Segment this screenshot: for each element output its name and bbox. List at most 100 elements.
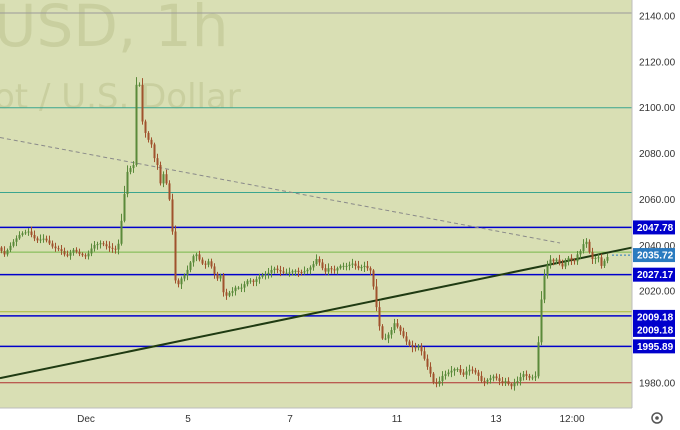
candle-body	[279, 270, 282, 272]
candle-body	[60, 249, 63, 251]
candle-body	[66, 254, 69, 256]
candle-body	[201, 259, 204, 264]
candle	[396, 318, 399, 329]
plot-area[interactable]	[0, 0, 632, 408]
settings-icon[interactable]	[651, 412, 663, 424]
candle	[201, 257, 204, 265]
candle	[9, 242, 12, 253]
candle	[543, 269, 546, 304]
dashed-trend-line	[0, 137, 561, 244]
time-tick-2: 7	[287, 414, 293, 425]
candle-body	[216, 273, 219, 279]
candle-body	[516, 381, 519, 383]
candle-body	[600, 257, 603, 266]
candle-body	[255, 279, 258, 282]
candle-body	[564, 261, 567, 267]
candle	[87, 250, 90, 260]
candle-body	[591, 252, 594, 260]
price-axis[interactable]	[632, 0, 680, 430]
candle-body	[456, 369, 459, 371]
candle-body	[300, 272, 303, 273]
candle	[357, 260, 360, 271]
candle-body	[546, 264, 549, 276]
candle	[522, 370, 525, 381]
candle	[258, 273, 261, 284]
candle	[24, 229, 27, 235]
time-axis[interactable]	[0, 408, 632, 430]
candle-body	[447, 372, 450, 375]
candle	[282, 267, 285, 275]
candle	[84, 253, 87, 260]
level-tag-2009.18-label: 2009.18	[637, 312, 674, 323]
candle-body	[498, 378, 501, 382]
candle-body	[408, 341, 411, 345]
time-tick-labels: Dec 5 7 11 13 12:00	[77, 414, 585, 425]
time-tick-1: 5	[185, 414, 191, 425]
candle	[318, 256, 321, 266]
candle	[177, 278, 180, 288]
candle	[240, 283, 243, 293]
candle-body	[159, 165, 162, 184]
candle-body	[84, 255, 87, 257]
candle-body	[333, 269, 336, 271]
candle-body	[147, 132, 150, 140]
candle	[54, 242, 57, 252]
candle	[285, 268, 288, 275]
candle	[42, 234, 45, 243]
candle	[228, 290, 231, 298]
candle-body	[165, 174, 168, 184]
candle	[474, 367, 477, 375]
candle-body	[567, 257, 570, 262]
candle-body	[54, 246, 57, 249]
candle-body	[552, 259, 555, 262]
candle-body	[576, 254, 579, 262]
candle	[351, 258, 354, 268]
candle	[291, 269, 294, 276]
candle-body	[186, 269, 189, 276]
level-tag-2047.78-label: 2047.78	[637, 223, 674, 234]
candle-body	[126, 171, 129, 195]
candle-body	[144, 121, 147, 133]
candle-body	[582, 244, 585, 251]
candle	[156, 153, 159, 170]
candle-body	[369, 268, 372, 271]
candle	[81, 252, 84, 257]
candle-body	[198, 254, 201, 260]
candle-body	[21, 233, 24, 235]
candle	[210, 258, 213, 269]
candle-body	[237, 287, 240, 289]
candle-body	[471, 369, 474, 371]
candle	[558, 254, 561, 266]
candle-body	[420, 346, 423, 352]
candle	[123, 185, 126, 223]
candle	[576, 250, 579, 265]
candle	[342, 262, 345, 270]
candle-body	[579, 250, 582, 255]
candle	[477, 369, 480, 381]
candle	[261, 272, 264, 279]
candle	[162, 171, 165, 188]
candle	[495, 373, 498, 381]
candle-body	[531, 377, 534, 379]
candle	[153, 142, 156, 163]
candle-body	[360, 267, 363, 269]
candle	[120, 213, 123, 246]
candle	[528, 373, 531, 381]
candle	[273, 266, 276, 274]
candle-body	[108, 246, 111, 248]
candle-body	[18, 234, 21, 239]
candle-body	[231, 291, 234, 293]
candle-body	[495, 376, 498, 379]
candle	[360, 264, 363, 271]
candle	[582, 239, 585, 254]
candle-body	[117, 243, 120, 250]
candle	[288, 267, 291, 277]
candle-body	[321, 262, 324, 269]
candle	[585, 238, 588, 248]
candle-body	[63, 250, 66, 255]
candle-body	[141, 84, 144, 122]
price-tags: 2047.78 2027.17 2009.18 1995.89 2009.18 2035.…	[612, 220, 675, 354]
candle	[429, 362, 432, 378]
candle	[36, 236, 39, 243]
candle-body	[132, 165, 135, 169]
